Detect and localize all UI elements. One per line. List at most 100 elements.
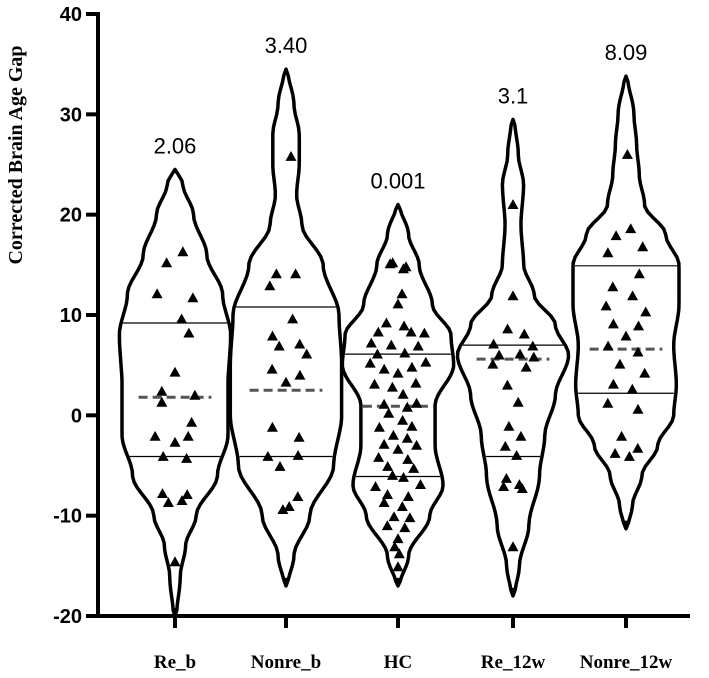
data-point — [378, 497, 390, 507]
data-point — [607, 281, 619, 292]
data-point — [189, 389, 201, 400]
data-point — [294, 369, 306, 380]
data-point — [520, 361, 532, 372]
data-point — [270, 268, 282, 279]
violin-group-HC — [340, 202, 456, 588]
data-point — [157, 451, 169, 461]
data-point — [503, 420, 515, 431]
data-point — [285, 151, 297, 161]
data-point — [396, 288, 408, 299]
data-point — [408, 463, 420, 473]
data-point — [169, 556, 181, 567]
data-point — [415, 479, 426, 489]
data-point — [186, 416, 198, 427]
annotation-label-Re_12w: 3.1 — [498, 83, 529, 108]
y-tick-label: -20 — [53, 606, 82, 628]
data-point — [378, 398, 390, 409]
data-point — [274, 461, 286, 471]
data-point — [411, 439, 423, 450]
data-point — [169, 436, 181, 447]
data-point — [187, 292, 199, 303]
x-tick-label-Nonre_b: Nonre_b — [251, 652, 321, 673]
data-point — [370, 481, 381, 491]
data-point — [507, 541, 519, 552]
data-point — [514, 348, 526, 359]
data-point — [273, 340, 285, 351]
data-point — [602, 397, 614, 408]
data-point — [632, 442, 644, 453]
data-point — [396, 501, 408, 511]
data-point — [392, 561, 404, 572]
data-point — [405, 326, 417, 337]
data-point — [277, 504, 289, 514]
data-point — [516, 483, 528, 493]
data-point — [371, 348, 383, 359]
data-point — [633, 320, 644, 331]
y-tick-label: 30 — [60, 104, 82, 126]
data-point — [493, 349, 505, 360]
data-point — [406, 361, 418, 372]
data-point — [500, 473, 512, 483]
data-point — [280, 376, 292, 387]
data-point — [610, 230, 622, 241]
data-point — [151, 288, 163, 299]
data-point — [401, 401, 413, 412]
data-point — [397, 388, 409, 399]
annotation-label-Re_b: 2.06 — [154, 134, 197, 159]
data-point — [156, 385, 168, 396]
data-point — [293, 431, 305, 442]
data-point — [614, 358, 626, 369]
data-point — [498, 481, 510, 491]
data-point — [283, 501, 295, 511]
data-point — [600, 300, 612, 311]
data-point — [266, 363, 278, 374]
x-tick-label-Nonre_12w: Nonre_12w — [580, 652, 673, 673]
data-point — [616, 430, 628, 441]
data-point — [607, 318, 619, 329]
data-point — [388, 511, 400, 522]
data-point — [507, 199, 519, 209]
data-point — [292, 491, 304, 501]
data-point — [381, 520, 393, 531]
data-point — [633, 268, 645, 279]
data-point — [401, 432, 413, 443]
data-point — [177, 246, 189, 257]
y-tick-label: 40 — [60, 4, 82, 26]
data-point — [607, 378, 619, 389]
data-point — [410, 377, 422, 388]
y-tick-label: -10 — [53, 506, 82, 528]
data-point — [518, 328, 530, 339]
data-point — [262, 451, 274, 461]
data-point — [392, 298, 404, 309]
data-point — [176, 495, 188, 505]
data-point — [383, 407, 395, 418]
y-tick-label: 0 — [71, 405, 82, 427]
data-point — [627, 290, 639, 301]
data-point — [626, 383, 638, 394]
violin-outline — [340, 202, 456, 588]
annotation-label-HC: 0.001 — [370, 169, 425, 194]
data-point — [382, 489, 393, 499]
violin-outline — [117, 167, 233, 618]
data-point — [372, 326, 384, 337]
data-point — [365, 337, 377, 348]
data-point — [387, 429, 399, 440]
data-point — [420, 356, 432, 367]
data-point — [602, 247, 614, 258]
y-tick-label: 10 — [60, 305, 82, 327]
data-point — [404, 512, 416, 523]
y-axis-label: Corrected Brain Age Gap — [5, 45, 27, 264]
data-point — [378, 363, 390, 374]
data-point — [502, 323, 514, 334]
data-point — [287, 313, 299, 324]
violin-group-Nonre_12w — [571, 74, 681, 531]
data-point — [294, 338, 306, 349]
data-point — [392, 367, 404, 378]
data-point — [382, 461, 394, 471]
violin-group-Re_b — [117, 167, 233, 618]
data-point — [632, 346, 644, 357]
data-point — [507, 290, 519, 301]
data-point — [161, 257, 173, 268]
data-point — [640, 306, 652, 317]
